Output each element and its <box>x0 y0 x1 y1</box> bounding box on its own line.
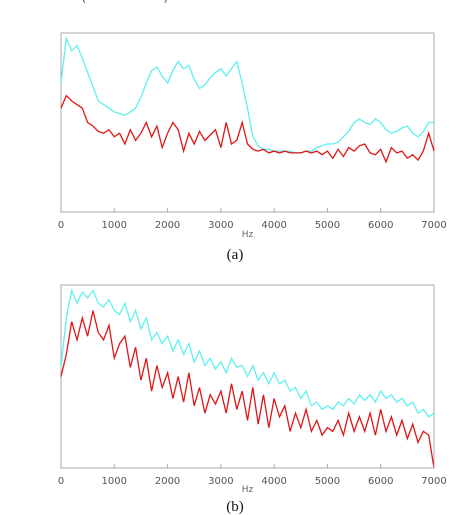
x-tick-label-a-7000: 7000 <box>421 220 446 231</box>
x-ticks-a: 0 1000 2000 3000 4000 5000 6000 7000 <box>58 208 447 231</box>
series-line-b-upper <box>60 288 435 418</box>
x-tick-label-b-0: 0 <box>58 476 64 487</box>
plot-frame-a <box>60 32 435 213</box>
top-caption: · · · · · · · (· · · · · · ·) <box>0 0 300 4</box>
panel-label-a: (a) <box>227 247 244 263</box>
x-ticks-b: 0 1000 2000 3000 4000 5000 6000 7000 <box>58 464 447 487</box>
x-axis-label-b: Hz <box>242 485 254 495</box>
chart-panel-a: 0 1000 2000 3000 4000 5000 6000 7000 Hz (a) <box>58 32 447 263</box>
x-tick-label-b-5000: 5000 <box>315 476 340 487</box>
x-tick-label-b-1000: 1000 <box>102 476 127 487</box>
x-tick-label-b-2000: 2000 <box>155 476 180 487</box>
x-tick-label-b-7000: 7000 <box>421 476 446 487</box>
chart-panel-b: 0 1000 2000 3000 4000 5000 6000 7000 Hz (b) <box>58 284 447 515</box>
x-tick-label-b-6000: 6000 <box>368 476 393 487</box>
x-tick-label-a-2000: 2000 <box>155 220 180 231</box>
x-tick-label-a-3000: 3000 <box>208 220 233 231</box>
x-tick-label-a-5000: 5000 <box>315 220 340 231</box>
x-tick-label-b-3000: 3000 <box>208 476 233 487</box>
x-tick-label-b-4000: 4000 <box>261 476 286 487</box>
panel-label-b: (b) <box>226 499 244 515</box>
x-axis-label-a: Hz <box>242 230 254 240</box>
x-tick-label-a-4000: 4000 <box>261 220 286 231</box>
series-line-a-upper <box>60 35 434 154</box>
x-tick-label-a-0: 0 <box>58 220 64 231</box>
x-tick-label-a-6000: 6000 <box>368 220 393 231</box>
x-tick-label-a-1000: 1000 <box>102 220 127 231</box>
series-line-b-lower <box>60 310 435 469</box>
series-line-a-lower <box>60 94 435 164</box>
